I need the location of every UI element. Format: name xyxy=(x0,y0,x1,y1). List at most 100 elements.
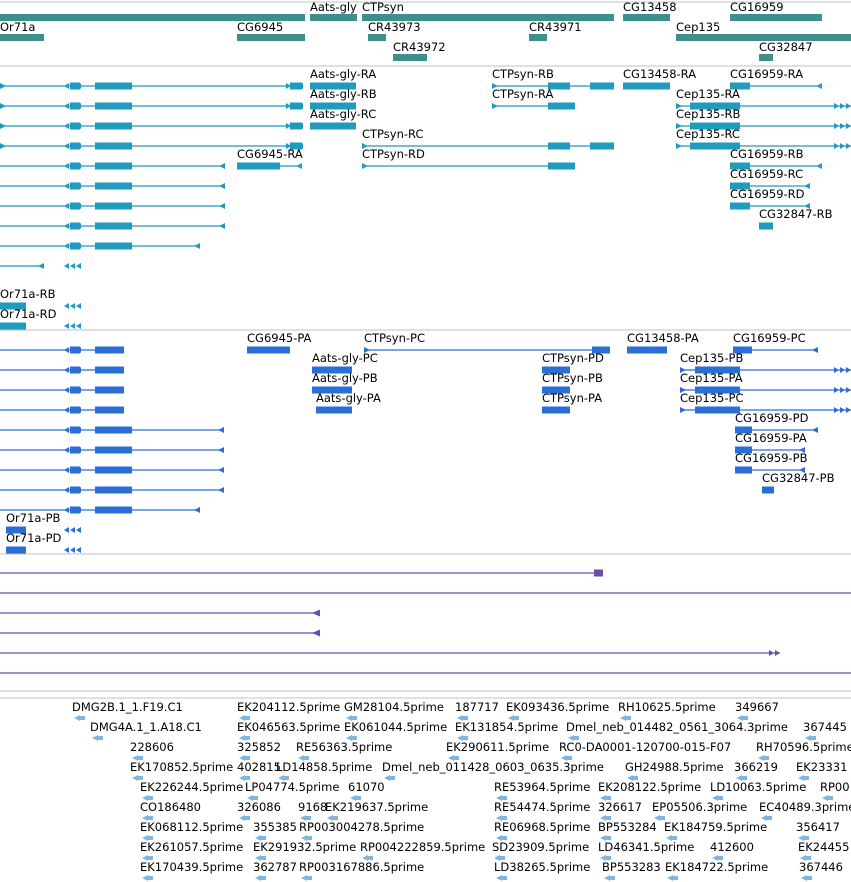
est-block[interactable] xyxy=(806,856,811,860)
transcript-feature[interactable]: Aats-gly-RC xyxy=(310,107,376,130)
transcript-feature[interactable]: Aats-gly-RB xyxy=(310,87,377,110)
est-feature[interactable]: EK093436.5prime xyxy=(506,700,609,721)
est-block[interactable] xyxy=(261,856,266,860)
gene-feature[interactable]: Aats-gly xyxy=(310,0,357,21)
protein-feature[interactable]: CG16959-PC xyxy=(733,331,818,354)
transcript-feature[interactable] xyxy=(0,202,225,210)
est-feature[interactable]: 325852 xyxy=(237,740,281,761)
est-feature[interactable]: GM28104.5prime xyxy=(344,700,444,721)
transcript-feature[interactable]: CTPsyn-RB xyxy=(492,67,614,90)
est-feature[interactable]: EK208122.5prime xyxy=(598,780,701,801)
alignment-feature[interactable] xyxy=(0,609,320,617)
transcript-feature[interactable] xyxy=(0,142,303,150)
transcript-exon[interactable] xyxy=(95,222,132,230)
est-block[interactable] xyxy=(672,836,677,840)
gene-feature[interactable]: CG32847 xyxy=(759,40,813,61)
protein-feature[interactable] xyxy=(0,386,124,394)
protein-exon[interactable] xyxy=(95,466,132,474)
est-block[interactable] xyxy=(807,876,812,880)
protein-feature[interactable] xyxy=(0,446,224,454)
protein-exon[interactable] xyxy=(312,366,352,374)
protein-feature[interactable]: Cep135-PB xyxy=(680,351,851,374)
est-feature[interactable]: 61070 xyxy=(348,780,385,801)
transcript-feature[interactable]: Or71a-RD xyxy=(0,307,81,330)
transcript-feature[interactable]: CG13458-RA xyxy=(623,67,696,90)
protein-feature[interactable]: Aats-gly-PB xyxy=(312,371,378,394)
protein-exon[interactable] xyxy=(95,446,132,454)
est-block[interactable] xyxy=(633,776,638,780)
est-feature[interactable]: LP04774.5prime xyxy=(245,780,339,801)
transcript-feature[interactable]: CG16959-RB xyxy=(730,147,822,170)
transcript-feature[interactable]: Or71a-RB xyxy=(0,287,81,310)
est-feature[interactable]: RE56363.5prime xyxy=(296,740,392,761)
protein-feature[interactable]: CG16959-PD xyxy=(735,411,818,434)
est-block[interactable] xyxy=(307,876,312,880)
transcript-exon[interactable] xyxy=(0,322,26,330)
est-block[interactable] xyxy=(307,836,312,840)
transcript-exon[interactable] xyxy=(690,142,740,150)
protein-feature[interactable]: CTPsyn-PD xyxy=(542,351,604,374)
transcript-feature[interactable]: Cep135-RC xyxy=(676,127,851,150)
est-feature[interactable]: 228606 xyxy=(130,740,174,761)
est-block[interactable] xyxy=(245,736,250,740)
est-feature[interactable]: EK219637.5prime xyxy=(325,800,428,821)
protein-exon[interactable] xyxy=(95,506,132,514)
est-feature[interactable]: EK226244.5prime xyxy=(140,780,243,801)
protein-feature[interactable] xyxy=(0,406,124,414)
est-feature[interactable]: EK170852.5prime xyxy=(130,760,233,781)
est-feature[interactable]: 362787 xyxy=(253,860,297,881)
est-feature[interactable]: LD14858.5prime xyxy=(276,760,372,781)
est-feature[interactable]: EK290611.5prime xyxy=(446,740,549,761)
est-feature[interactable]: RH70596.5prime xyxy=(756,740,851,761)
est-block[interactable] xyxy=(148,836,153,840)
est-block[interactable] xyxy=(828,796,833,800)
protein-feature[interactable] xyxy=(0,426,224,434)
est-feature[interactable]: Dmel_neb_011428_0603_0635.3prime xyxy=(382,760,604,781)
gene-bar[interactable] xyxy=(0,14,305,21)
est-feature[interactable]: EK068112.5prime xyxy=(140,820,243,841)
gene-feature[interactable] xyxy=(0,14,305,21)
est-feature[interactable]: RP00 xyxy=(820,780,850,801)
est-block[interactable] xyxy=(718,856,723,860)
est-block[interactable] xyxy=(148,876,153,880)
est-block[interactable] xyxy=(390,776,395,780)
est-feature[interactable]: BP553283 xyxy=(602,860,661,881)
gene-bar[interactable] xyxy=(623,14,670,21)
transcript-feature[interactable] xyxy=(0,122,303,130)
est-feature[interactable]: 367446 xyxy=(799,860,843,881)
gene-bar[interactable] xyxy=(0,34,44,41)
transcript-exon[interactable] xyxy=(95,182,132,190)
protein-exon[interactable] xyxy=(95,406,124,414)
est-block[interactable] xyxy=(463,736,468,740)
gene-bar[interactable] xyxy=(310,14,357,21)
transcript-exon[interactable] xyxy=(310,102,356,110)
gene-feature[interactable]: CR43971 xyxy=(529,20,582,41)
transcript-exon[interactable] xyxy=(310,82,356,90)
alignment-feature[interactable] xyxy=(0,629,320,637)
est-feature[interactable]: 326617 xyxy=(598,800,642,821)
est-block[interactable] xyxy=(804,836,809,840)
est-block[interactable] xyxy=(804,776,809,780)
transcript-feature[interactable]: CG16959-RD xyxy=(730,187,810,210)
transcript-feature[interactable] xyxy=(0,242,200,250)
est-block[interactable] xyxy=(660,816,665,820)
est-block[interactable] xyxy=(500,856,505,860)
est-block[interactable] xyxy=(514,716,519,720)
gene-bar[interactable] xyxy=(529,34,547,41)
protein-feature[interactable]: CTPsyn-PA xyxy=(542,391,602,414)
est-block[interactable] xyxy=(356,796,361,800)
est-block[interactable] xyxy=(574,736,579,740)
gene-bar[interactable] xyxy=(759,54,773,61)
est-block[interactable] xyxy=(767,816,772,820)
est-block[interactable] xyxy=(606,856,611,860)
est-feature[interactable]: 355385 xyxy=(253,820,297,841)
est-feature[interactable]: 326086 xyxy=(237,800,281,821)
protein-exon[interactable] xyxy=(695,406,740,414)
transcript-exon[interactable] xyxy=(95,202,132,210)
transcript-feature[interactable]: CG16959-RC xyxy=(730,167,810,190)
est-block[interactable] xyxy=(606,836,611,840)
est-feature[interactable]: EP05506.3prime xyxy=(652,800,747,821)
est-block[interactable] xyxy=(454,756,459,760)
est-feature[interactable]: RE53964.5prime xyxy=(494,780,590,801)
transcript-feature[interactable] xyxy=(0,182,225,190)
